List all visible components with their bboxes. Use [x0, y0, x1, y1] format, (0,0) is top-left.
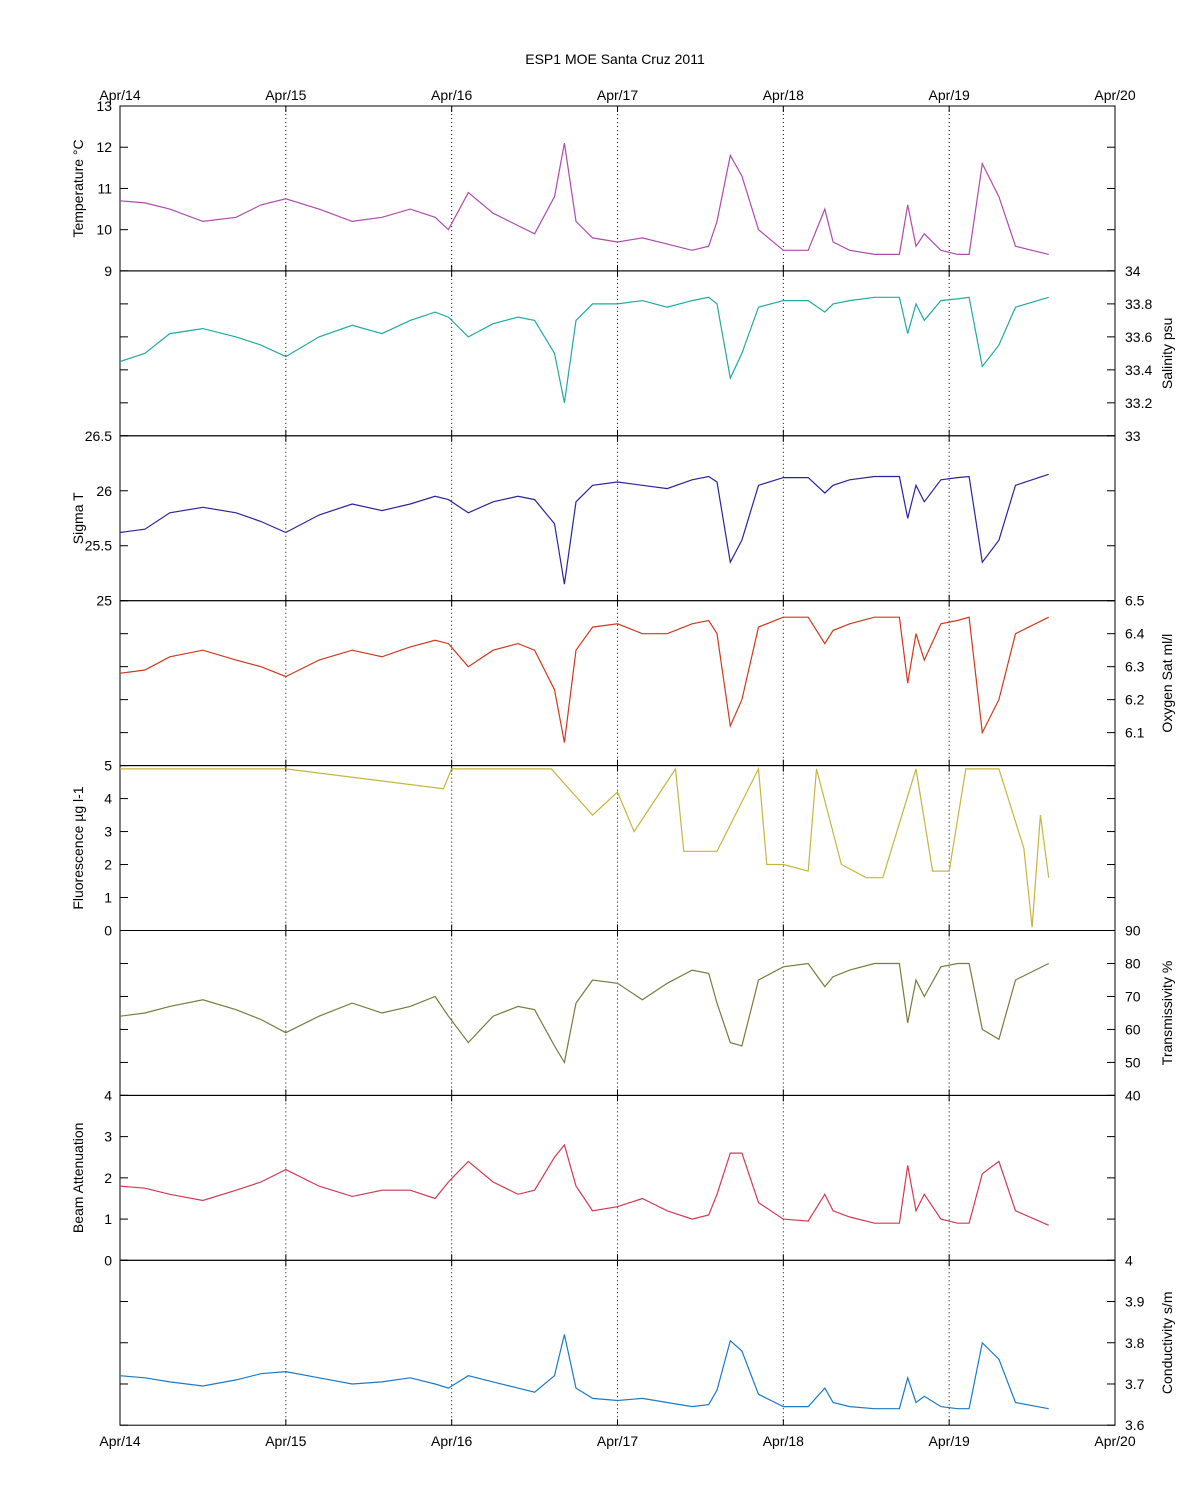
x-tick-label-bottom: Apr/16 [431, 1433, 472, 1449]
y-tick-label: 25 [96, 593, 112, 609]
y-tick-label: 2 [104, 1170, 112, 1186]
y-tick-label: 33.6 [1125, 329, 1152, 345]
panel-8: 3.6 3.7 3.8 3.9 4 Conductivity s/m [119, 1252, 1175, 1433]
y-tick-label: 33.2 [1125, 395, 1152, 411]
x-tick-label-top: Apr/17 [597, 87, 638, 103]
series-line [119, 473, 1049, 585]
y-axis-label: Temperature °C [70, 139, 86, 237]
x-tick-label-bottom: Apr/19 [929, 1433, 970, 1449]
y-tick-label: 3.8 [1125, 1335, 1145, 1351]
y-axis-label: Conductivity s/m [1159, 1291, 1175, 1394]
y-tick-label: 3 [104, 824, 112, 840]
y-axis-label: Transmissivity % [1159, 961, 1175, 1065]
y-tick-label: 60 [1125, 1021, 1141, 1037]
x-tick-label-top: Apr/19 [929, 87, 970, 103]
series-line [119, 142, 1049, 255]
panel-5: 0 1 2 3 4 5 Fluorescence µg l-1 [70, 758, 1116, 939]
panel-7: 0 1 2 3 4 Beam Attenuation [70, 1087, 1116, 1268]
y-axis-label: Oxygen Sat ml/l [1159, 634, 1175, 733]
y-tick-label: 50 [1125, 1054, 1141, 1070]
y-tick-label: 12 [96, 139, 112, 155]
x-axis-ticks: Apr/14 Apr/14 Apr/15 Apr/15 Apr/16 Apr/16 Apr/… [99, 87, 1135, 1449]
y-tick-label: 2 [104, 857, 112, 873]
y-tick-label: 0 [104, 923, 112, 939]
y-tick-label: 3.6 [1125, 1417, 1145, 1433]
y-tick-label: 25.5 [85, 538, 112, 554]
series-line [119, 296, 1049, 403]
y-tick-label: 26 [96, 483, 112, 499]
chart-title: ESP1 MOE Santa Cruz 2011 [525, 51, 705, 67]
panel-3: 25 25.5 26 26.5 Sigma T [70, 428, 1116, 609]
y-tick-label: 6.1 [1125, 725, 1145, 741]
y-axis-label: Sigma T [70, 492, 86, 544]
y-tick-label: 6.3 [1125, 659, 1145, 675]
panel-2: 33 33.2 33.4 33.6 33.8 34 Salinity psu [119, 263, 1175, 444]
y-tick-label: 6.2 [1125, 692, 1145, 708]
y-tick-label: 4 [104, 791, 112, 807]
y-tick-label: 4 [1125, 1252, 1133, 1268]
x-tick-label-top: Apr/16 [431, 87, 472, 103]
x-tick-label-bottom: Apr/20 [1094, 1433, 1135, 1449]
y-axis-label: Fluorescence µg l-1 [70, 786, 86, 909]
y-tick-label: 10 [96, 222, 112, 238]
y-tick-label: 13 [96, 98, 112, 114]
y-axis-label: Salinity psu [1159, 318, 1175, 390]
y-tick-label: 90 [1125, 923, 1141, 939]
y-tick-label: 80 [1125, 955, 1141, 971]
x-tick-label-top: Apr/14 [99, 87, 140, 103]
panel-4: 6.1 6.2 6.3 6.4 6.5 Oxygen Sat ml/l [119, 593, 1175, 767]
y-tick-label: 33.8 [1125, 296, 1152, 312]
y-tick-label: 1 [104, 890, 112, 906]
y-tick-label: 3.7 [1125, 1376, 1145, 1392]
x-tick-label-top: Apr/20 [1094, 87, 1135, 103]
y-tick-label: 34 [1125, 263, 1141, 279]
y-tick-label: 6.5 [1125, 593, 1145, 609]
series-line [119, 1334, 1049, 1410]
series-line [119, 616, 1049, 743]
series-line [120, 766, 1050, 928]
y-tick-label: 26.5 [85, 428, 112, 444]
y-tick-label: 1 [104, 1211, 112, 1227]
y-tick-label: 33 [1125, 428, 1141, 444]
x-tick-label-bottom: Apr/14 [99, 1433, 140, 1449]
x-tick-label-bottom: Apr/18 [763, 1433, 804, 1449]
y-tick-label: 3.9 [1125, 1294, 1145, 1310]
y-tick-label: 0 [104, 1252, 112, 1268]
y-tick-label: 11 [97, 180, 112, 196]
y-tick-label: 9 [104, 263, 112, 279]
y-tick-label: 33.4 [1125, 362, 1152, 378]
series-line [119, 962, 1049, 1065]
y-tick-label: 40 [1125, 1087, 1141, 1103]
series-line [119, 1143, 1049, 1226]
panel-1: 9 10 11 12 13 Temperature °C [70, 98, 1116, 279]
y-tick-label: 3 [104, 1129, 112, 1145]
y-tick-label: 4 [104, 1087, 112, 1103]
y-axis-label: Beam Attenuation [70, 1123, 86, 1234]
y-tick-label: 70 [1125, 988, 1141, 1004]
x-tick-label-top: Apr/18 [763, 87, 804, 103]
y-tick-label: 6.4 [1125, 626, 1145, 642]
panel-6: 40 50 60 70 80 90 Transmissivity % [119, 923, 1175, 1103]
y-tick-label: 5 [104, 758, 112, 774]
x-tick-label-top: Apr/15 [265, 87, 306, 103]
x-tick-label-bottom: Apr/17 [597, 1433, 638, 1449]
x-tick-label-bottom: Apr/15 [265, 1433, 306, 1449]
